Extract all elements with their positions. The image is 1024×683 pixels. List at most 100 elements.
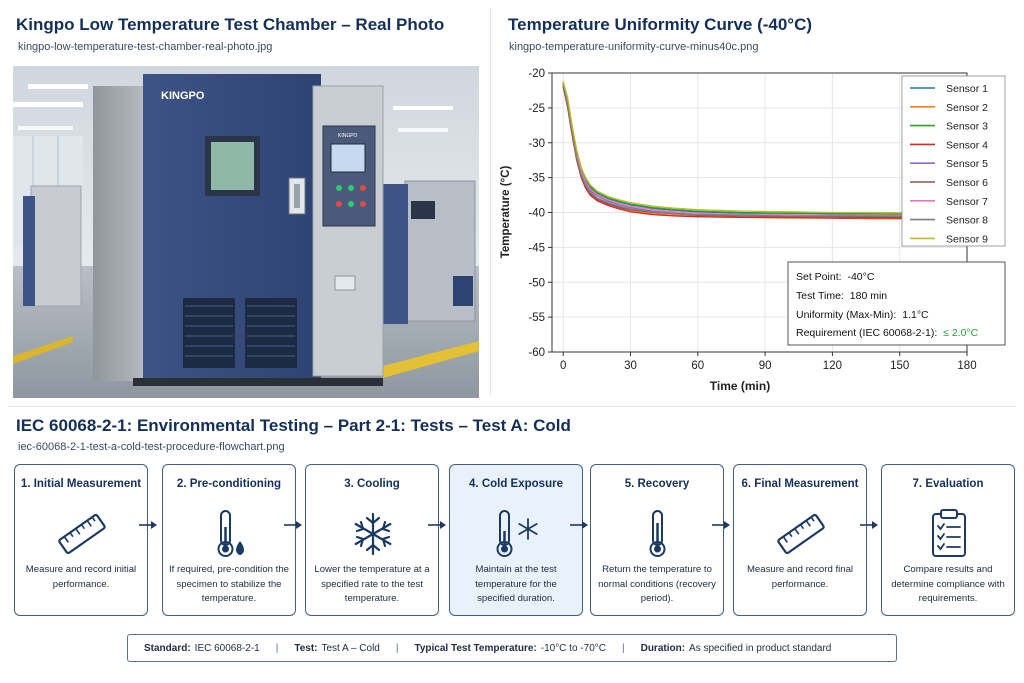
duration-value: As specified in product standard bbox=[689, 642, 832, 654]
test-label: Test: bbox=[294, 642, 318, 654]
uniformity-value: 1.1°C bbox=[902, 309, 929, 321]
y-tick-label: -55 bbox=[528, 312, 545, 324]
standard-value: IEC 60068-2-1 bbox=[194, 642, 260, 654]
legend-label: Sensor 7 bbox=[946, 196, 988, 208]
step-title: 1. Initial Measurement bbox=[20, 478, 142, 490]
step-description: Measure and record initial performance. bbox=[25, 564, 137, 590]
legend-label: Sensor 4 bbox=[946, 139, 988, 151]
x-tick-label: 90 bbox=[759, 360, 772, 372]
y-tick-label: -40 bbox=[528, 208, 545, 220]
photo-panel-title: Kingpo Low Temperature Test Chamber – Re… bbox=[16, 15, 445, 34]
arrow-right-icon bbox=[860, 521, 878, 529]
thermometer-icon bbox=[591, 509, 723, 559]
x-tick-label: 30 bbox=[624, 360, 637, 372]
arrow-right-icon bbox=[570, 521, 588, 529]
step-title: 4. Cold Exposure bbox=[469, 478, 563, 490]
legend-label: Sensor 6 bbox=[946, 177, 988, 189]
flow-panel-title: IEC 60068-2-1: Environmental Testing – P… bbox=[16, 416, 571, 435]
series-line-sensor-7 bbox=[562, 82, 950, 216]
step-title: 6. Final Measurement bbox=[741, 478, 859, 490]
svg-text:KINGPO: KINGPO bbox=[338, 133, 358, 139]
test-value: Test A – Cold bbox=[321, 642, 380, 654]
step-card: 1. Initial Measurement Measure and recor… bbox=[14, 464, 148, 616]
svg-text:KINGPO: KINGPO bbox=[161, 90, 205, 102]
step-title: 7. Evaluation bbox=[912, 478, 984, 490]
temperature-label: Typical Test Temperature: bbox=[414, 642, 537, 654]
step-description: Maintain at the test temperature for the… bbox=[475, 564, 557, 604]
x-axis-label: Time (min) bbox=[710, 379, 770, 393]
temperature-value: -10°C to -70°C bbox=[540, 642, 606, 654]
step-description: If required, pre-condition the specimen … bbox=[169, 564, 289, 604]
step-title: 2. Pre-conditioning bbox=[176, 478, 282, 490]
y-tick-label: -45 bbox=[528, 242, 545, 254]
step-card: 3. Cooling Lower the temperature at a sp… bbox=[305, 464, 439, 616]
clipboard-checklist-icon bbox=[882, 509, 1014, 559]
test-time-label: Test Time: bbox=[796, 290, 844, 302]
step-description: Return the temperature to normal conditi… bbox=[598, 564, 716, 604]
arrow-right-icon bbox=[284, 521, 302, 529]
series-line-sensor-8 bbox=[562, 84, 950, 218]
set-point-label: Set Point: bbox=[796, 271, 842, 283]
ruler-icon bbox=[734, 509, 866, 559]
svg-text:Test Time: 180 min: Test Time: 180 min bbox=[796, 290, 887, 302]
y-tick-label: -25 bbox=[528, 103, 545, 115]
legend-label: Sensor 1 bbox=[946, 83, 988, 95]
step-title: 5. Recovery bbox=[624, 478, 690, 490]
snowflake-icon bbox=[306, 509, 438, 559]
y-axis-label: Temperature (°C) bbox=[500, 166, 512, 259]
x-tick-label: 60 bbox=[691, 360, 704, 372]
svg-text:Uniformity (Max-Min): 1.1°: Uniformity (Max-Min): 1.1°C bbox=[796, 309, 929, 321]
series-line-sensor-4 bbox=[562, 86, 950, 219]
flow-filename: iec-60068-2-1-test-a-cold-test-procedure… bbox=[18, 441, 285, 453]
svg-text:Set Point: -40°C: Set Point: -40°C bbox=[796, 271, 875, 283]
arrow-right-icon bbox=[712, 521, 730, 529]
y-tick-label: -35 bbox=[528, 173, 545, 185]
requirement-label: Requirement (IEC 60068-2-1): bbox=[796, 327, 937, 339]
y-tick-label: -30 bbox=[528, 138, 545, 150]
x-tick-label: 150 bbox=[890, 360, 909, 372]
panel-divider-vertical bbox=[490, 8, 491, 396]
step-card: 2. Pre-conditioning If required, pre-con… bbox=[162, 464, 296, 616]
thermometer-snowflake-icon bbox=[450, 509, 582, 559]
standard-label: Standard: bbox=[144, 642, 191, 654]
requirement-value: ≤ 2.0°C bbox=[943, 327, 978, 339]
chamber-photo: KINGPO KINGPO bbox=[13, 66, 479, 398]
legend-label: Sensor 9 bbox=[946, 233, 988, 245]
test-time-value: 180 min bbox=[850, 290, 888, 302]
chart-legend bbox=[901, 75, 1006, 247]
x-tick-label: 180 bbox=[957, 360, 976, 372]
chart-filename: kingpo-temperature-uniformity-curve-minu… bbox=[509, 41, 759, 53]
chart-panel-title: Temperature Uniformity Curve (-40°C) bbox=[508, 15, 813, 34]
arrow-right-icon bbox=[428, 521, 446, 529]
x-tick-label: 120 bbox=[823, 360, 842, 372]
step-title: 3. Cooling bbox=[344, 478, 400, 490]
step-description: Compare results and determine compliance… bbox=[891, 564, 1005, 604]
duration-label: Duration: bbox=[640, 642, 686, 654]
step-card: 7. Evaluation Compare results and determ… bbox=[881, 464, 1015, 616]
annotation-box bbox=[787, 261, 1006, 346]
legend-label: Sensor 3 bbox=[946, 121, 988, 133]
legend-label: Sensor 2 bbox=[946, 102, 988, 114]
step-card-highlighted: 4. Cold Exposure Maintain at the test te… bbox=[449, 464, 583, 616]
svg-text:Requirement (IEC 60068-2-1):: Requirement (IEC 60068-2-1): ≤ 2.0°C bbox=[796, 327, 979, 339]
step-description: Lower the temperature at a specified rat… bbox=[314, 564, 430, 604]
series-line-sensor-9 bbox=[562, 81, 950, 214]
series-line-sensor-5 bbox=[562, 84, 950, 218]
set-point-value: -40°C bbox=[847, 271, 874, 283]
step-description: Measure and record final performance. bbox=[746, 564, 854, 590]
legend-label: Sensor 5 bbox=[946, 158, 988, 170]
y-tick-label: -60 bbox=[528, 347, 545, 359]
series-line-sensor-2 bbox=[562, 85, 950, 220]
standard-info-bar: Standard: IEC 60068-2-1 | Test: Test A – C… bbox=[127, 634, 897, 662]
series-line-sensor-6 bbox=[562, 86, 950, 219]
ruler-icon bbox=[15, 509, 147, 559]
step-card: 5. Recovery Return the temperature to no… bbox=[590, 464, 724, 616]
x-tick-label: 0 bbox=[560, 360, 566, 372]
uniformity-chart: 0 30 60 90 120 150 180 -20 -25 -30 -35 -40 -45 -50 -55… bbox=[500, 68, 1006, 393]
uniformity-label: Uniformity (Max-Min): bbox=[796, 309, 896, 321]
thermometer-drop-icon bbox=[163, 509, 295, 559]
series-line-sensor-1 bbox=[562, 83, 950, 216]
step-card: 6. Final Measurement Measure and record … bbox=[733, 464, 867, 616]
panel-divider-horizontal bbox=[8, 406, 1016, 407]
arrow-right-icon bbox=[139, 521, 157, 529]
